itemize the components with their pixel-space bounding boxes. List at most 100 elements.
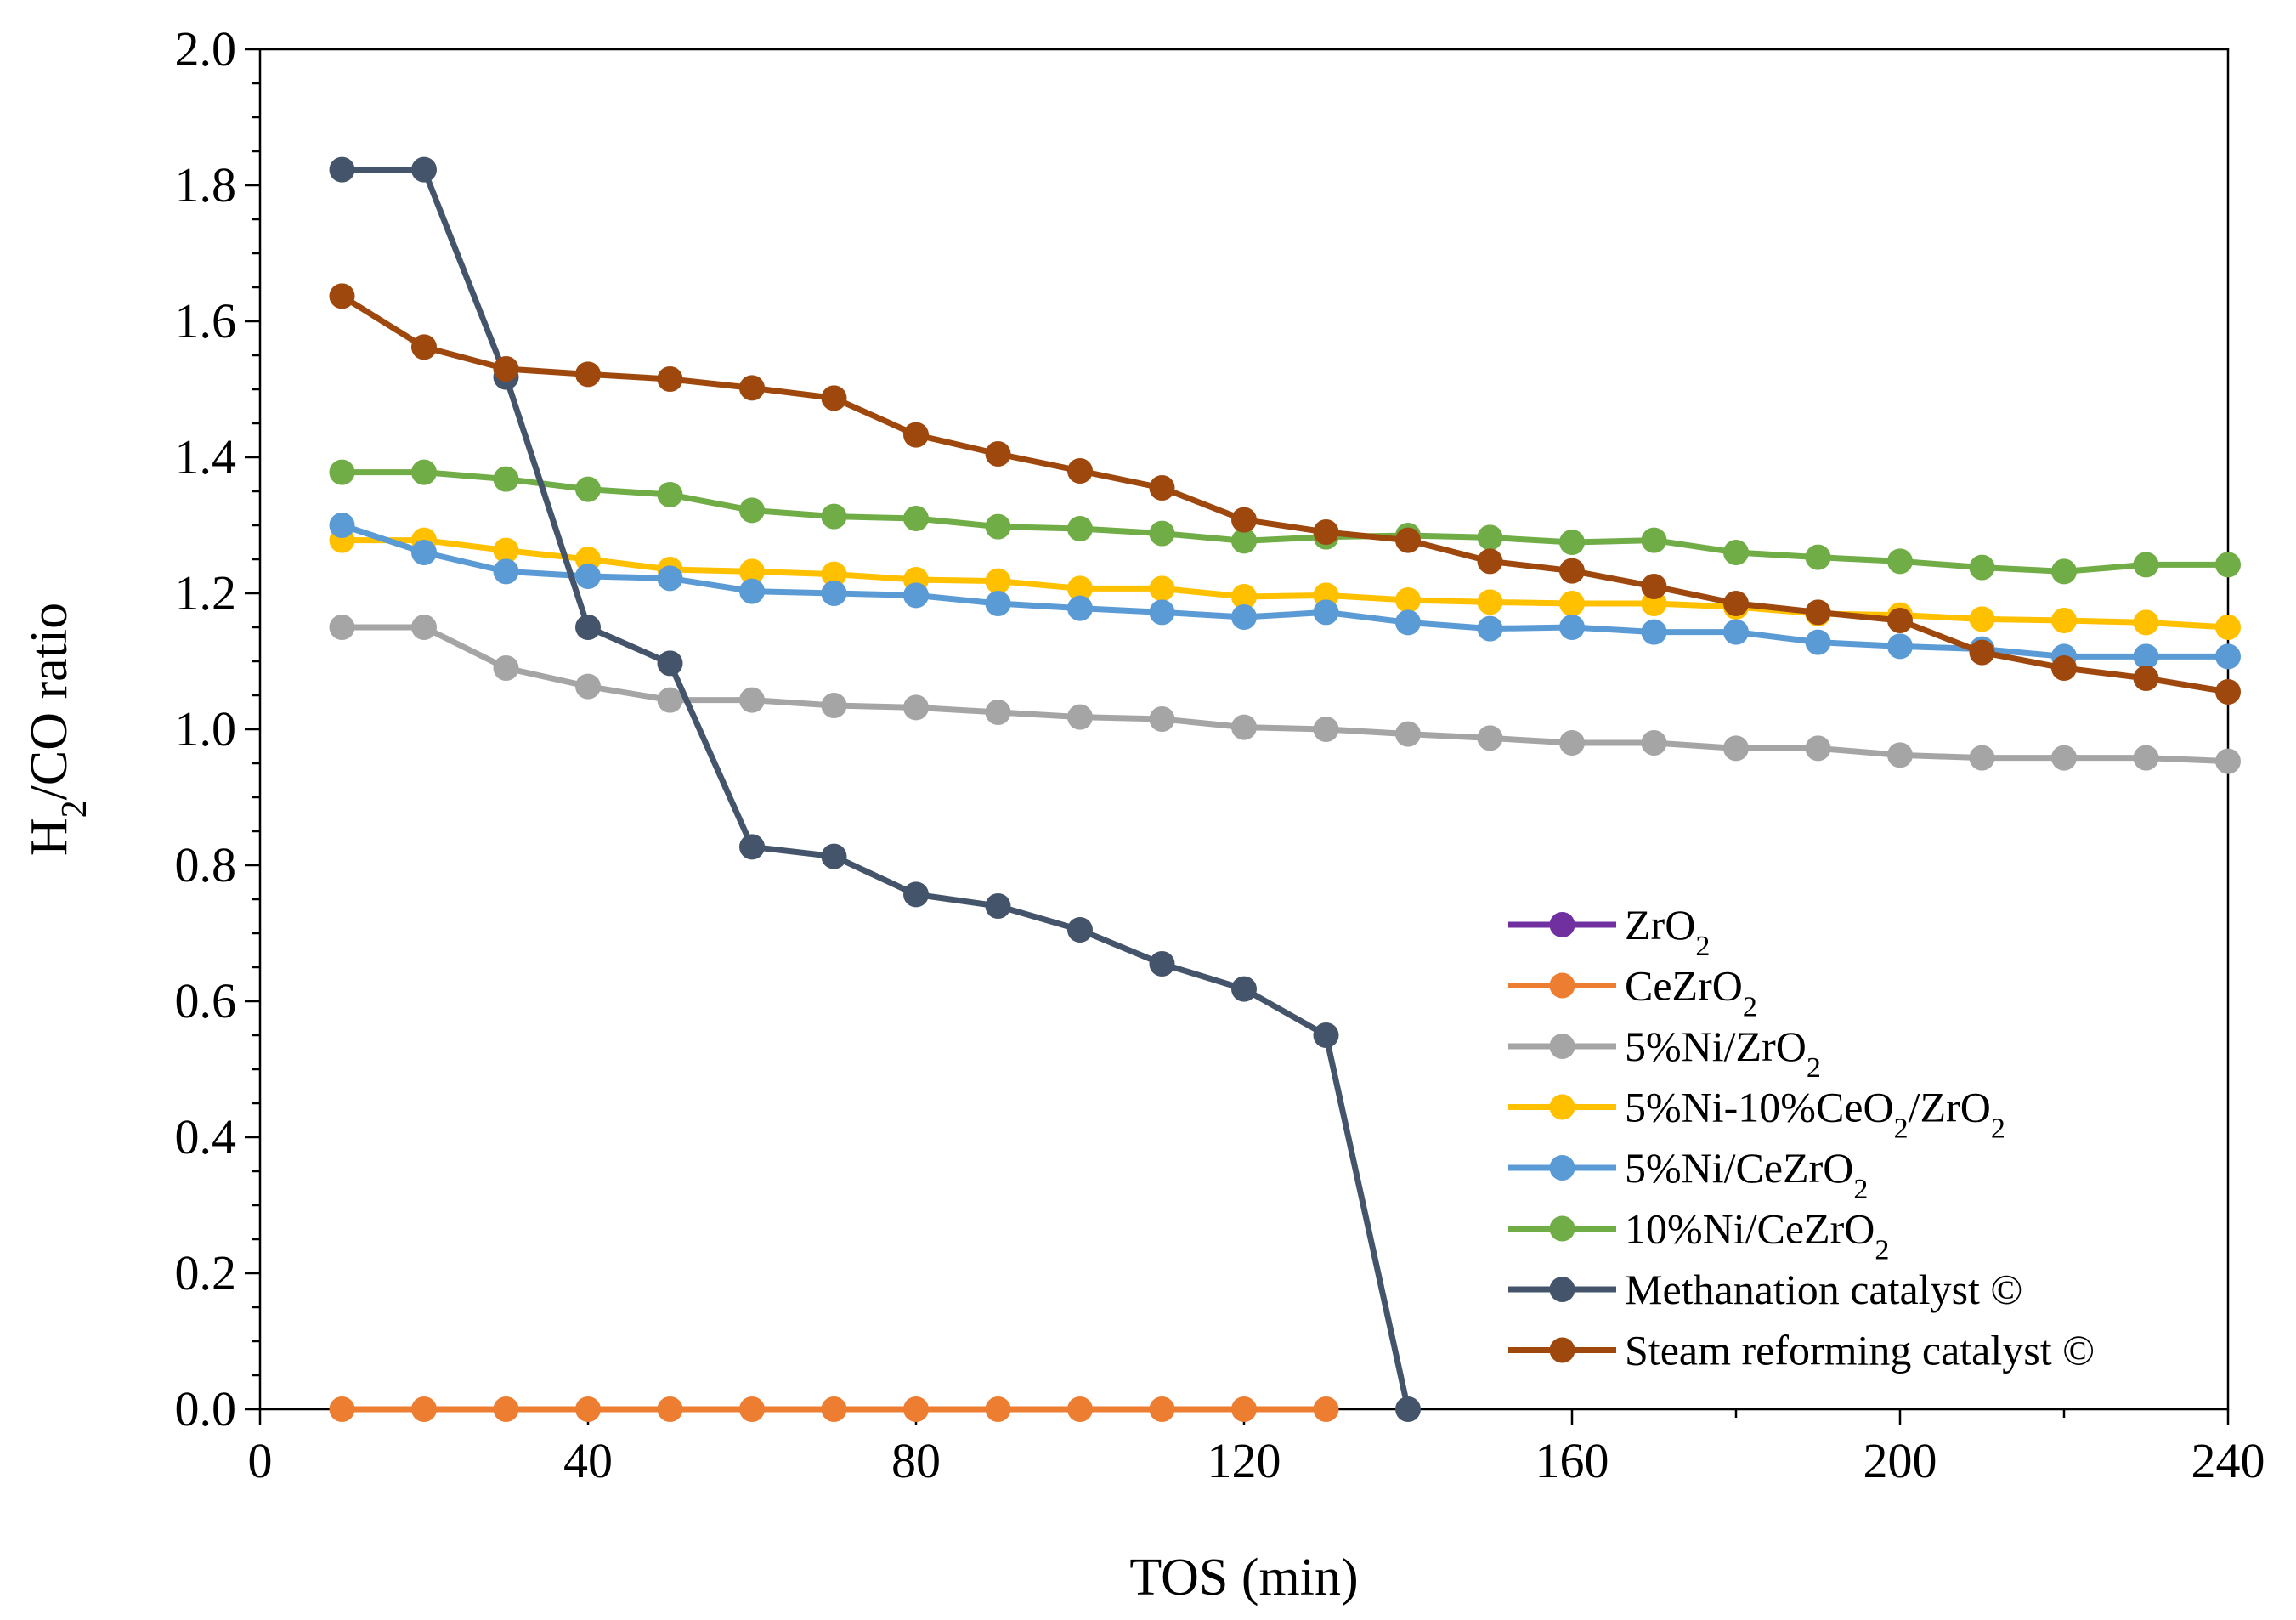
data-point <box>1723 619 1749 645</box>
data-point <box>903 694 929 721</box>
data-point <box>739 687 765 713</box>
y-tick-label: 2.0 <box>175 21 237 76</box>
data-point <box>1067 516 1093 541</box>
data-point <box>985 1396 1011 1422</box>
data-point <box>1477 725 1503 751</box>
data-point <box>2215 615 2241 640</box>
data-point <box>2215 552 2241 578</box>
data-point <box>1559 615 1585 640</box>
y-title-main: H <box>20 818 78 856</box>
data-point <box>1231 528 1257 554</box>
data-point <box>821 581 847 606</box>
data-point <box>821 503 847 530</box>
data-point <box>1149 475 1175 501</box>
data-point <box>1313 1396 1339 1422</box>
data-point <box>903 881 929 908</box>
data-point <box>1231 604 1257 630</box>
legend-label-subscript: 2 <box>1991 1113 2005 1144</box>
data-point <box>329 513 355 538</box>
data-point <box>575 564 601 589</box>
data-point <box>1559 730 1585 756</box>
data-point <box>1887 548 1913 575</box>
data-point <box>1149 520 1175 547</box>
data-point <box>985 893 1011 919</box>
series-line <box>339 522 2231 660</box>
data-point <box>1313 717 1339 742</box>
data-point <box>821 385 847 411</box>
data-point <box>1805 599 1831 626</box>
data-point <box>411 156 437 183</box>
x-tick-label: 80 <box>891 1433 941 1488</box>
data-point <box>739 834 765 860</box>
data-point <box>1477 524 1503 551</box>
series-layer <box>329 156 2241 1422</box>
data-point <box>1887 608 1913 633</box>
data-point <box>1067 917 1093 943</box>
data-point <box>329 459 355 485</box>
data-point <box>493 537 519 564</box>
y-tick-label: 1.2 <box>175 565 237 620</box>
legend-label-text: /ZrO <box>1909 1084 1991 1131</box>
y-tick-label: 1.6 <box>175 293 237 348</box>
data-point <box>657 650 683 677</box>
data-point <box>1067 704 1093 730</box>
data-point <box>985 700 1011 725</box>
data-point <box>1559 591 1585 616</box>
data-point <box>1723 735 1749 762</box>
data-point <box>411 1396 437 1422</box>
data-point <box>1067 595 1093 621</box>
y-tick-label: 0.6 <box>175 973 237 1028</box>
data-point <box>411 540 437 565</box>
data-point <box>1067 458 1093 484</box>
data-point <box>493 466 519 492</box>
data-point <box>1805 544 1831 570</box>
data-point <box>903 1396 929 1422</box>
data-point <box>493 655 519 681</box>
x-axis-title: TOS (min) <box>1129 1549 1358 1606</box>
series-line <box>339 624 2231 765</box>
series-methanation-catalyst <box>329 156 1421 1422</box>
legend-label-subscript: 2 <box>1853 1174 1868 1205</box>
data-point <box>1477 548 1503 575</box>
data-point <box>1231 507 1257 533</box>
legend-swatch-marker <box>1549 1277 1575 1302</box>
legend-label: 5%Ni/ZrO2 <box>1625 1022 1821 1084</box>
legend-label: Steam reforming catalyst © <box>1625 1327 2095 1374</box>
series-line <box>339 292 2231 695</box>
data-point <box>1313 519 1339 545</box>
data-point <box>1395 721 1421 747</box>
legend-swatch-marker <box>1549 972 1575 999</box>
legend-label-subscript: 2 <box>1807 1052 1821 1084</box>
data-point <box>1149 1396 1175 1422</box>
data-point <box>821 561 847 587</box>
data-point <box>1149 599 1175 626</box>
legend-label: Methanation catalyst © <box>1625 1266 2022 1313</box>
data-point <box>821 693 847 718</box>
series-steam-reforming-catalyst <box>329 283 2241 705</box>
data-point <box>985 441 1011 467</box>
data-point <box>575 1396 601 1422</box>
data-point <box>739 497 765 524</box>
data-point <box>1313 599 1339 626</box>
data-point <box>985 591 1011 616</box>
data-point <box>657 1396 683 1422</box>
series-10-ni-cezro2 <box>329 459 2241 585</box>
data-point <box>1559 530 1585 555</box>
data-point <box>2133 745 2159 771</box>
legend-item-5-ni-10-ceo2-zro2: 5%Ni-10%CeO2/ZrO2 <box>1508 1084 2005 1144</box>
data-point <box>411 334 437 360</box>
data-point <box>1723 540 1749 565</box>
legend-label: 5%Ni/CeZrO2 <box>1625 1144 1868 1205</box>
data-point <box>1067 1396 1093 1422</box>
y-tick-label: 1.4 <box>175 429 237 484</box>
data-point <box>1395 527 1421 553</box>
data-point <box>821 1396 847 1422</box>
legend-label-text: 5%Ni/ZrO <box>1625 1022 1807 1070</box>
x-tick-label: 240 <box>2191 1433 2265 1488</box>
y-tick-label: 1.8 <box>175 157 237 212</box>
data-point <box>1149 706 1175 732</box>
series-line <box>339 167 1411 1413</box>
data-point <box>1805 735 1831 762</box>
